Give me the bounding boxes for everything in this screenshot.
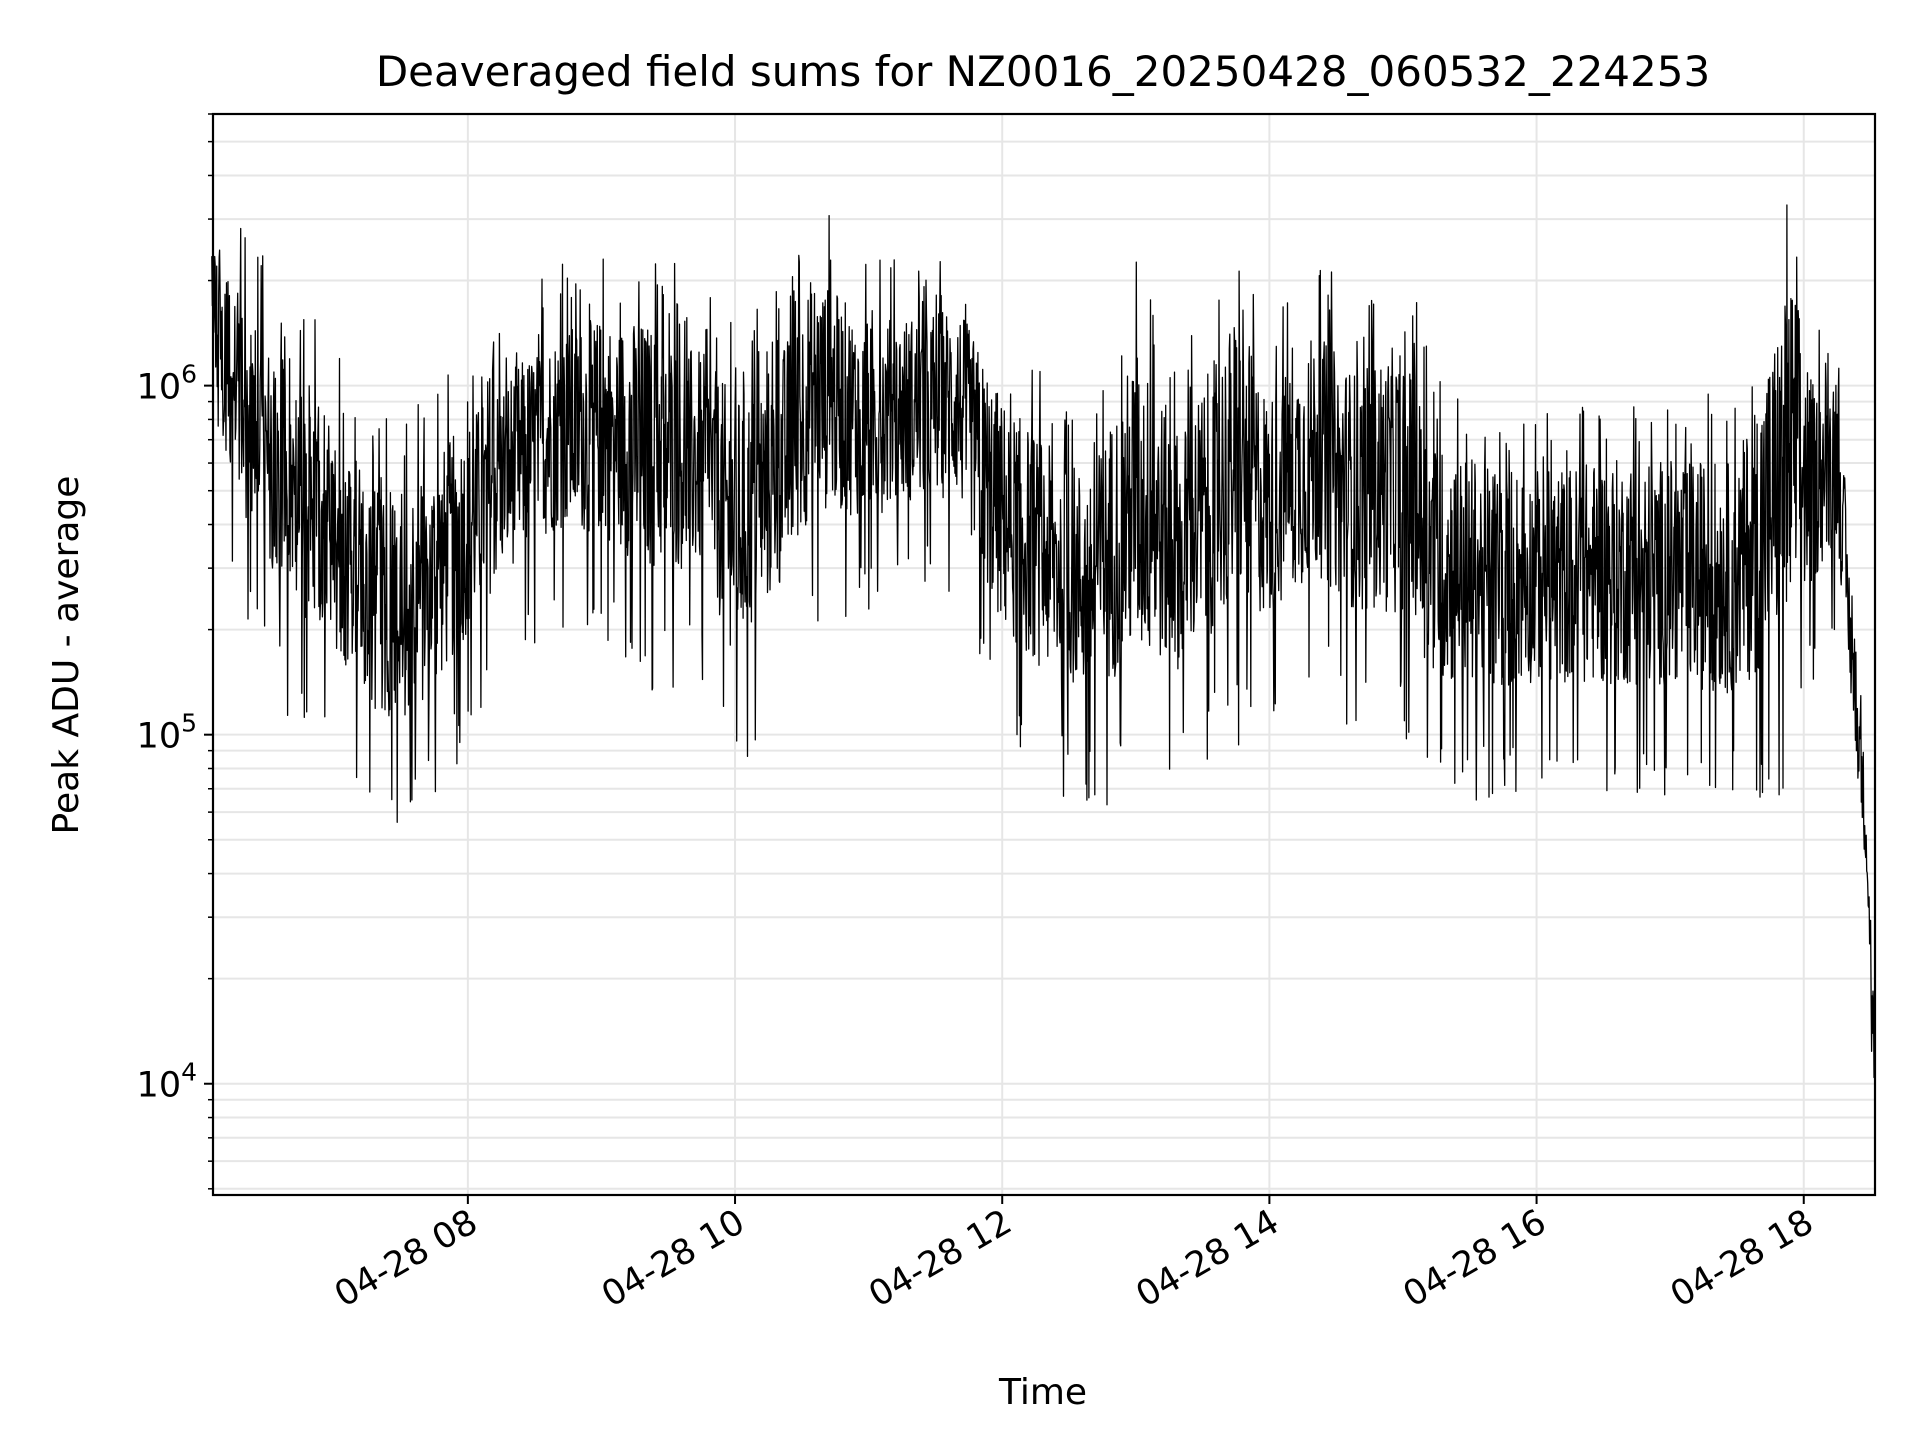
series-line [211,204,1876,1081]
plot-frame [211,112,1877,1197]
y-tick-label: 104 [137,1058,197,1106]
chart-title: Deaveraged field sums for NZ0016_2025042… [376,47,1710,96]
ticks [204,113,1805,1204]
y-axis-label: Peak ADU - average [46,476,87,835]
series-layer [211,204,1876,1081]
y-tick-label: 105 [137,709,197,757]
grid [213,113,1875,1195]
y-tick-label: 106 [137,360,197,408]
x-axis-label: Time [998,1372,1087,1413]
